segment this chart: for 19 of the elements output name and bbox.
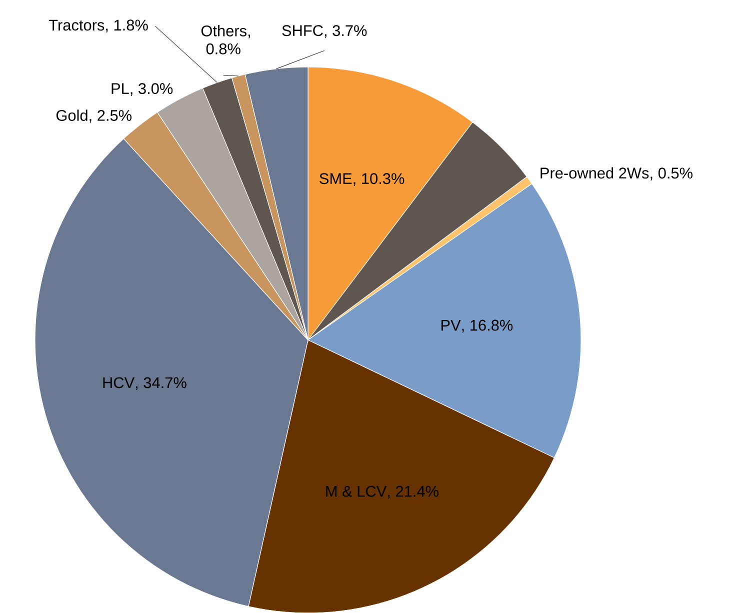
slice-label: SME: [320, 173, 352, 184]
data-label: , 3.0%: [130, 83, 173, 96]
slice-label: Gold: [56, 110, 88, 121]
slice-label: Pre-owned 2Ws: [540, 167, 649, 179]
slice-label: Others: [201, 25, 246, 36]
slice-label: Tractors: [48, 20, 104, 31]
data-label: , 10.3%: [354, 173, 404, 186]
slice-label: HCV: [103, 377, 135, 388]
data-label: , 34.7%: [136, 377, 186, 390]
data-label: , 1.8%: [106, 20, 148, 32]
data-label: , 0.5%: [650, 168, 692, 180]
slice-label: SHFC: [282, 25, 323, 36]
data-label: , 16.8%: [462, 320, 513, 333]
slice-label: PL: [112, 83, 129, 94]
data-label: , 2.5%: [90, 110, 132, 123]
slice-label: M & LCV: [326, 486, 387, 497]
data-label: , 21.4%: [388, 486, 438, 499]
data-label: , 3.7%: [324, 25, 367, 38]
slice-label: PV: [441, 320, 461, 331]
